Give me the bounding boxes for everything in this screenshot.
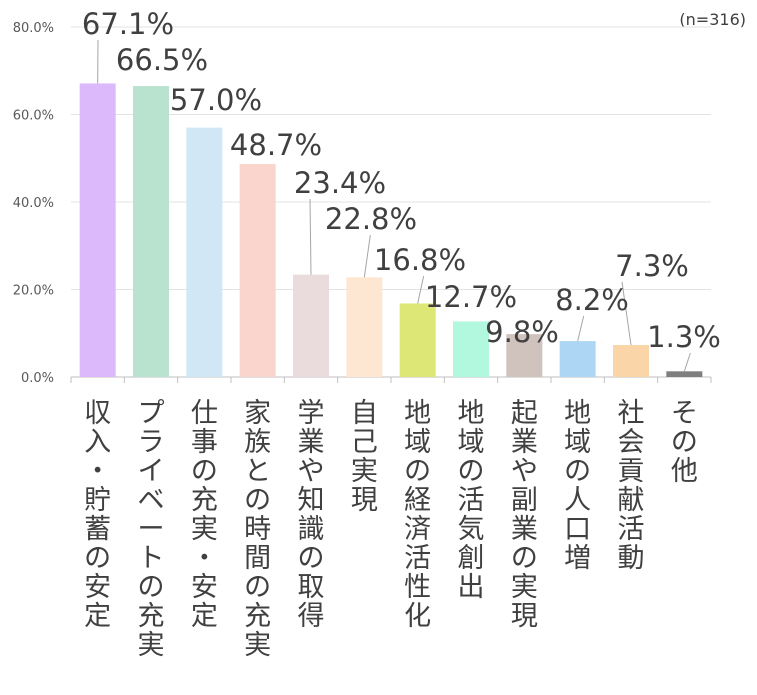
data-label: 8.2%: [555, 283, 629, 317]
data-label: 9.8%: [485, 315, 559, 349]
leader-line: [309, 198, 312, 275]
category-label: 社会貢献活動: [618, 398, 645, 574]
category-label: 起業や副業の実現: [511, 398, 538, 632]
category-label: 仕事の充実・安定: [191, 398, 218, 632]
bars: [79, 83, 703, 377]
category-label: プライベートの充実: [138, 398, 165, 661]
y-tick-label: 80.0%: [13, 21, 54, 36]
data-label: 66.5%: [116, 43, 208, 77]
leader-line: [577, 315, 585, 342]
data-label: 12.7%: [425, 280, 517, 314]
bar: [453, 321, 489, 377]
gridlines: [70, 26, 712, 383]
category-label: 地域の人口増: [564, 398, 591, 574]
leader-line: [683, 352, 691, 372]
category-label: その他: [671, 398, 698, 487]
bar: [293, 274, 329, 377]
y-tick-label: 20.0%: [13, 284, 54, 299]
data-label: 57.0%: [170, 83, 262, 117]
y-tick-label: 0.0%: [21, 371, 54, 386]
bar: [79, 83, 116, 377]
bar: [666, 371, 703, 377]
bar: [559, 341, 596, 377]
data-label: 16.8%: [374, 243, 466, 277]
category-label: 自己実現: [351, 398, 378, 516]
category-label: 地域の活気創出: [458, 398, 485, 603]
bar: [399, 303, 436, 377]
y-tick-label: 60.0%: [13, 109, 54, 124]
data-labels: 67.1%66.5% 57.0% 48.7% 23.4%22.8% 16.8%12.7%…: [82, 7, 721, 354]
bar: [239, 163, 276, 377]
category-label: 家族との時間の充実: [244, 398, 271, 661]
category-label: 収入・貯蓄の安定: [84, 398, 111, 632]
bar: [506, 334, 543, 377]
data-label: 7.3%: [615, 249, 689, 283]
bar: [133, 86, 169, 377]
data-label: 23.4%: [294, 166, 386, 200]
category-label: 地域の経済活性化: [404, 398, 431, 632]
leader-lines: [97, 39, 691, 372]
y-tick-label: 40.0%: [13, 196, 54, 211]
bar: [613, 345, 649, 377]
bar: [346, 277, 383, 377]
category-label: 学業や知識の取得: [298, 398, 325, 632]
y-axis-ticks: 0.0% 20.0% 40.0% 60.0% 80.0%: [13, 21, 54, 386]
data-label: 48.7%: [230, 128, 322, 162]
bar: [186, 127, 223, 377]
data-label: 67.1%: [82, 7, 174, 41]
leader-line: [621, 281, 632, 346]
leader-line: [363, 234, 371, 278]
sample-size-note: (n=316): [679, 10, 746, 29]
category-labels: 収入・貯蓄の安定プライベートの充実仕事の充実・安定家族との時間の充実学業や知識の…: [84, 398, 698, 661]
leader-line: [417, 275, 425, 304]
data-label: 22.8%: [325, 202, 417, 236]
data-label: 1.3%: [647, 320, 721, 354]
